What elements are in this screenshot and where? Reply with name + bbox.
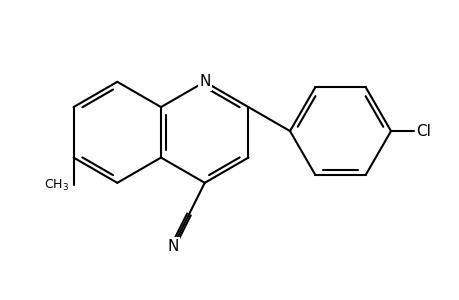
Text: Cl: Cl: [415, 124, 430, 139]
Text: N: N: [167, 238, 179, 253]
Text: CH$_3$: CH$_3$: [45, 178, 69, 193]
Text: N: N: [199, 74, 210, 89]
